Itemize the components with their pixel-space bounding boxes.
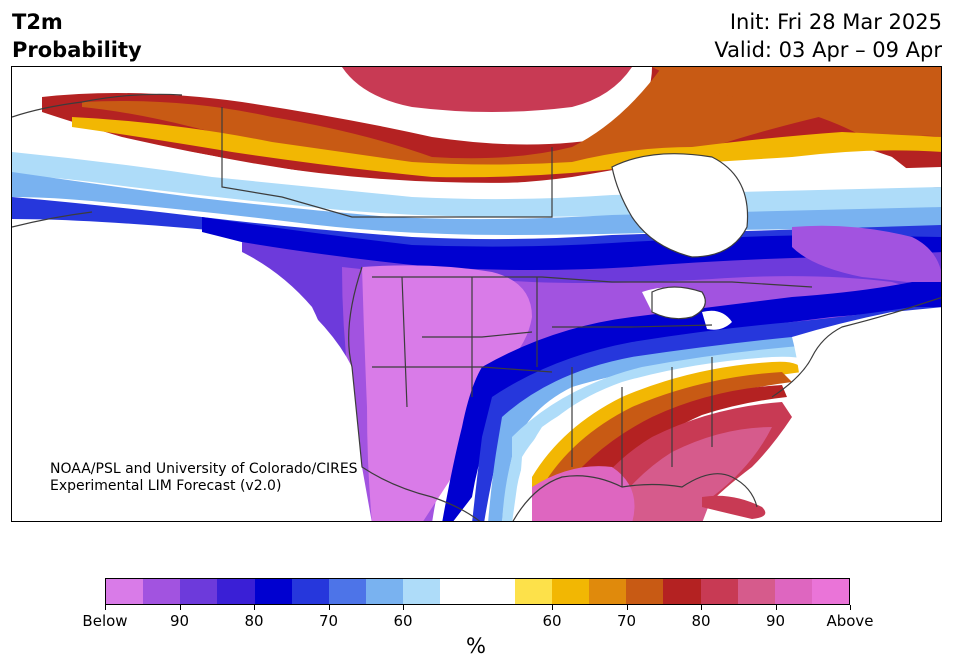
colorbar-swatch bbox=[180, 579, 218, 604]
colorbar-swatch bbox=[328, 579, 367, 604]
region-greenland-magenta bbox=[342, 67, 632, 112]
region-hudson-bay bbox=[612, 153, 748, 257]
colorbar-tick-label: 90 bbox=[765, 612, 786, 630]
region-south-deepblue bbox=[442, 282, 941, 521]
region-texas-pink bbox=[532, 466, 635, 521]
credit-line-2: Experimental LIM Forecast (v2.0) bbox=[50, 478, 282, 494]
region-hudson-orange bbox=[652, 67, 941, 147]
colorbar-tick-mark bbox=[552, 605, 553, 610]
colorbar-swatch bbox=[217, 579, 255, 604]
colorbar-swatch bbox=[626, 579, 664, 604]
map-dates: Init: Fri 28 Mar 2025 Valid: 03 Apr – 09… bbox=[714, 8, 942, 64]
colorbar-tick-label: Below bbox=[82, 612, 128, 630]
colorbar-swatch bbox=[589, 579, 627, 604]
colorbar-swatch bbox=[254, 579, 292, 604]
colorbar-tick-label: 60 bbox=[393, 612, 413, 630]
colorbar-tick-mark bbox=[105, 605, 106, 610]
region-yellow-north bbox=[72, 117, 941, 178]
colorbar-tick-label: Above bbox=[826, 612, 874, 630]
colorbar-tick-mark bbox=[626, 605, 628, 610]
colorbar-tick-mark bbox=[850, 605, 851, 610]
forecast-map: NOAA/PSL and University of Colorado/CIRE… bbox=[11, 66, 942, 522]
colorbar-tick-label: 80 bbox=[691, 612, 711, 630]
init-date: Init: Fri 28 Mar 2025 bbox=[729, 10, 942, 34]
region-atlantic bbox=[792, 307, 941, 521]
colorbar-swatch bbox=[143, 579, 181, 604]
credit-text: NOAA/PSL and University of Colorado/CIRE… bbox=[50, 461, 358, 495]
colorbar-swatch bbox=[551, 579, 590, 604]
colorbar-tick-label: 70 bbox=[616, 612, 637, 630]
colorbar-tick-label: 70 bbox=[318, 612, 339, 630]
region-deepblue-band bbox=[202, 217, 941, 272]
credit-line-1: NOAA/PSL and University of Colorado/CIRE… bbox=[50, 461, 358, 477]
colorbar-swatch bbox=[514, 579, 552, 604]
region-se-pink bbox=[603, 427, 772, 521]
colorbar-tick-mark bbox=[775, 605, 777, 610]
title-variable: T2m bbox=[12, 10, 63, 34]
title-type: Probability bbox=[12, 38, 142, 62]
colorbar-swatch bbox=[440, 579, 478, 604]
borders bbox=[12, 93, 941, 521]
colorbar-swatch bbox=[291, 579, 329, 604]
colorbar-tick-mark bbox=[254, 605, 255, 610]
region-pacific bbox=[12, 227, 372, 521]
colorbar-tick-mark bbox=[328, 605, 330, 610]
colorbar-swatch bbox=[366, 579, 404, 604]
colorbar-tick-mark bbox=[179, 605, 181, 610]
colorbar-tick-label: 60 bbox=[542, 612, 562, 630]
colorbar-tick-label: 90 bbox=[169, 612, 190, 630]
colorbar-swatch bbox=[737, 579, 775, 604]
region-south-blue bbox=[472, 307, 941, 521]
colorbar-tick-label: 80 bbox=[244, 612, 264, 630]
colorbar-unit: % bbox=[466, 634, 486, 658]
colorbar bbox=[105, 578, 850, 605]
colorbar-swatch bbox=[106, 579, 144, 604]
region-se-white bbox=[517, 356, 812, 521]
region-east-violet bbox=[792, 225, 941, 287]
colorbar-swatch bbox=[700, 579, 738, 604]
map-title: T2m Probability bbox=[12, 8, 142, 64]
colorbar-swatch bbox=[663, 579, 701, 604]
colorbar-swatch bbox=[774, 579, 812, 604]
region-south-skyblue bbox=[488, 329, 872, 521]
colorbar-swatch bbox=[403, 579, 441, 604]
colorbar-tick-mark bbox=[701, 605, 702, 610]
map-canvas bbox=[12, 67, 941, 521]
colorbar-swatch bbox=[811, 579, 850, 604]
colorbar-swatch bbox=[477, 579, 515, 604]
valid-date: Valid: 03 Apr – 09 Apr bbox=[714, 38, 942, 62]
region-cuba bbox=[702, 495, 766, 519]
colorbar-tick-mark bbox=[403, 605, 404, 610]
region-greatlakes bbox=[642, 287, 732, 330]
